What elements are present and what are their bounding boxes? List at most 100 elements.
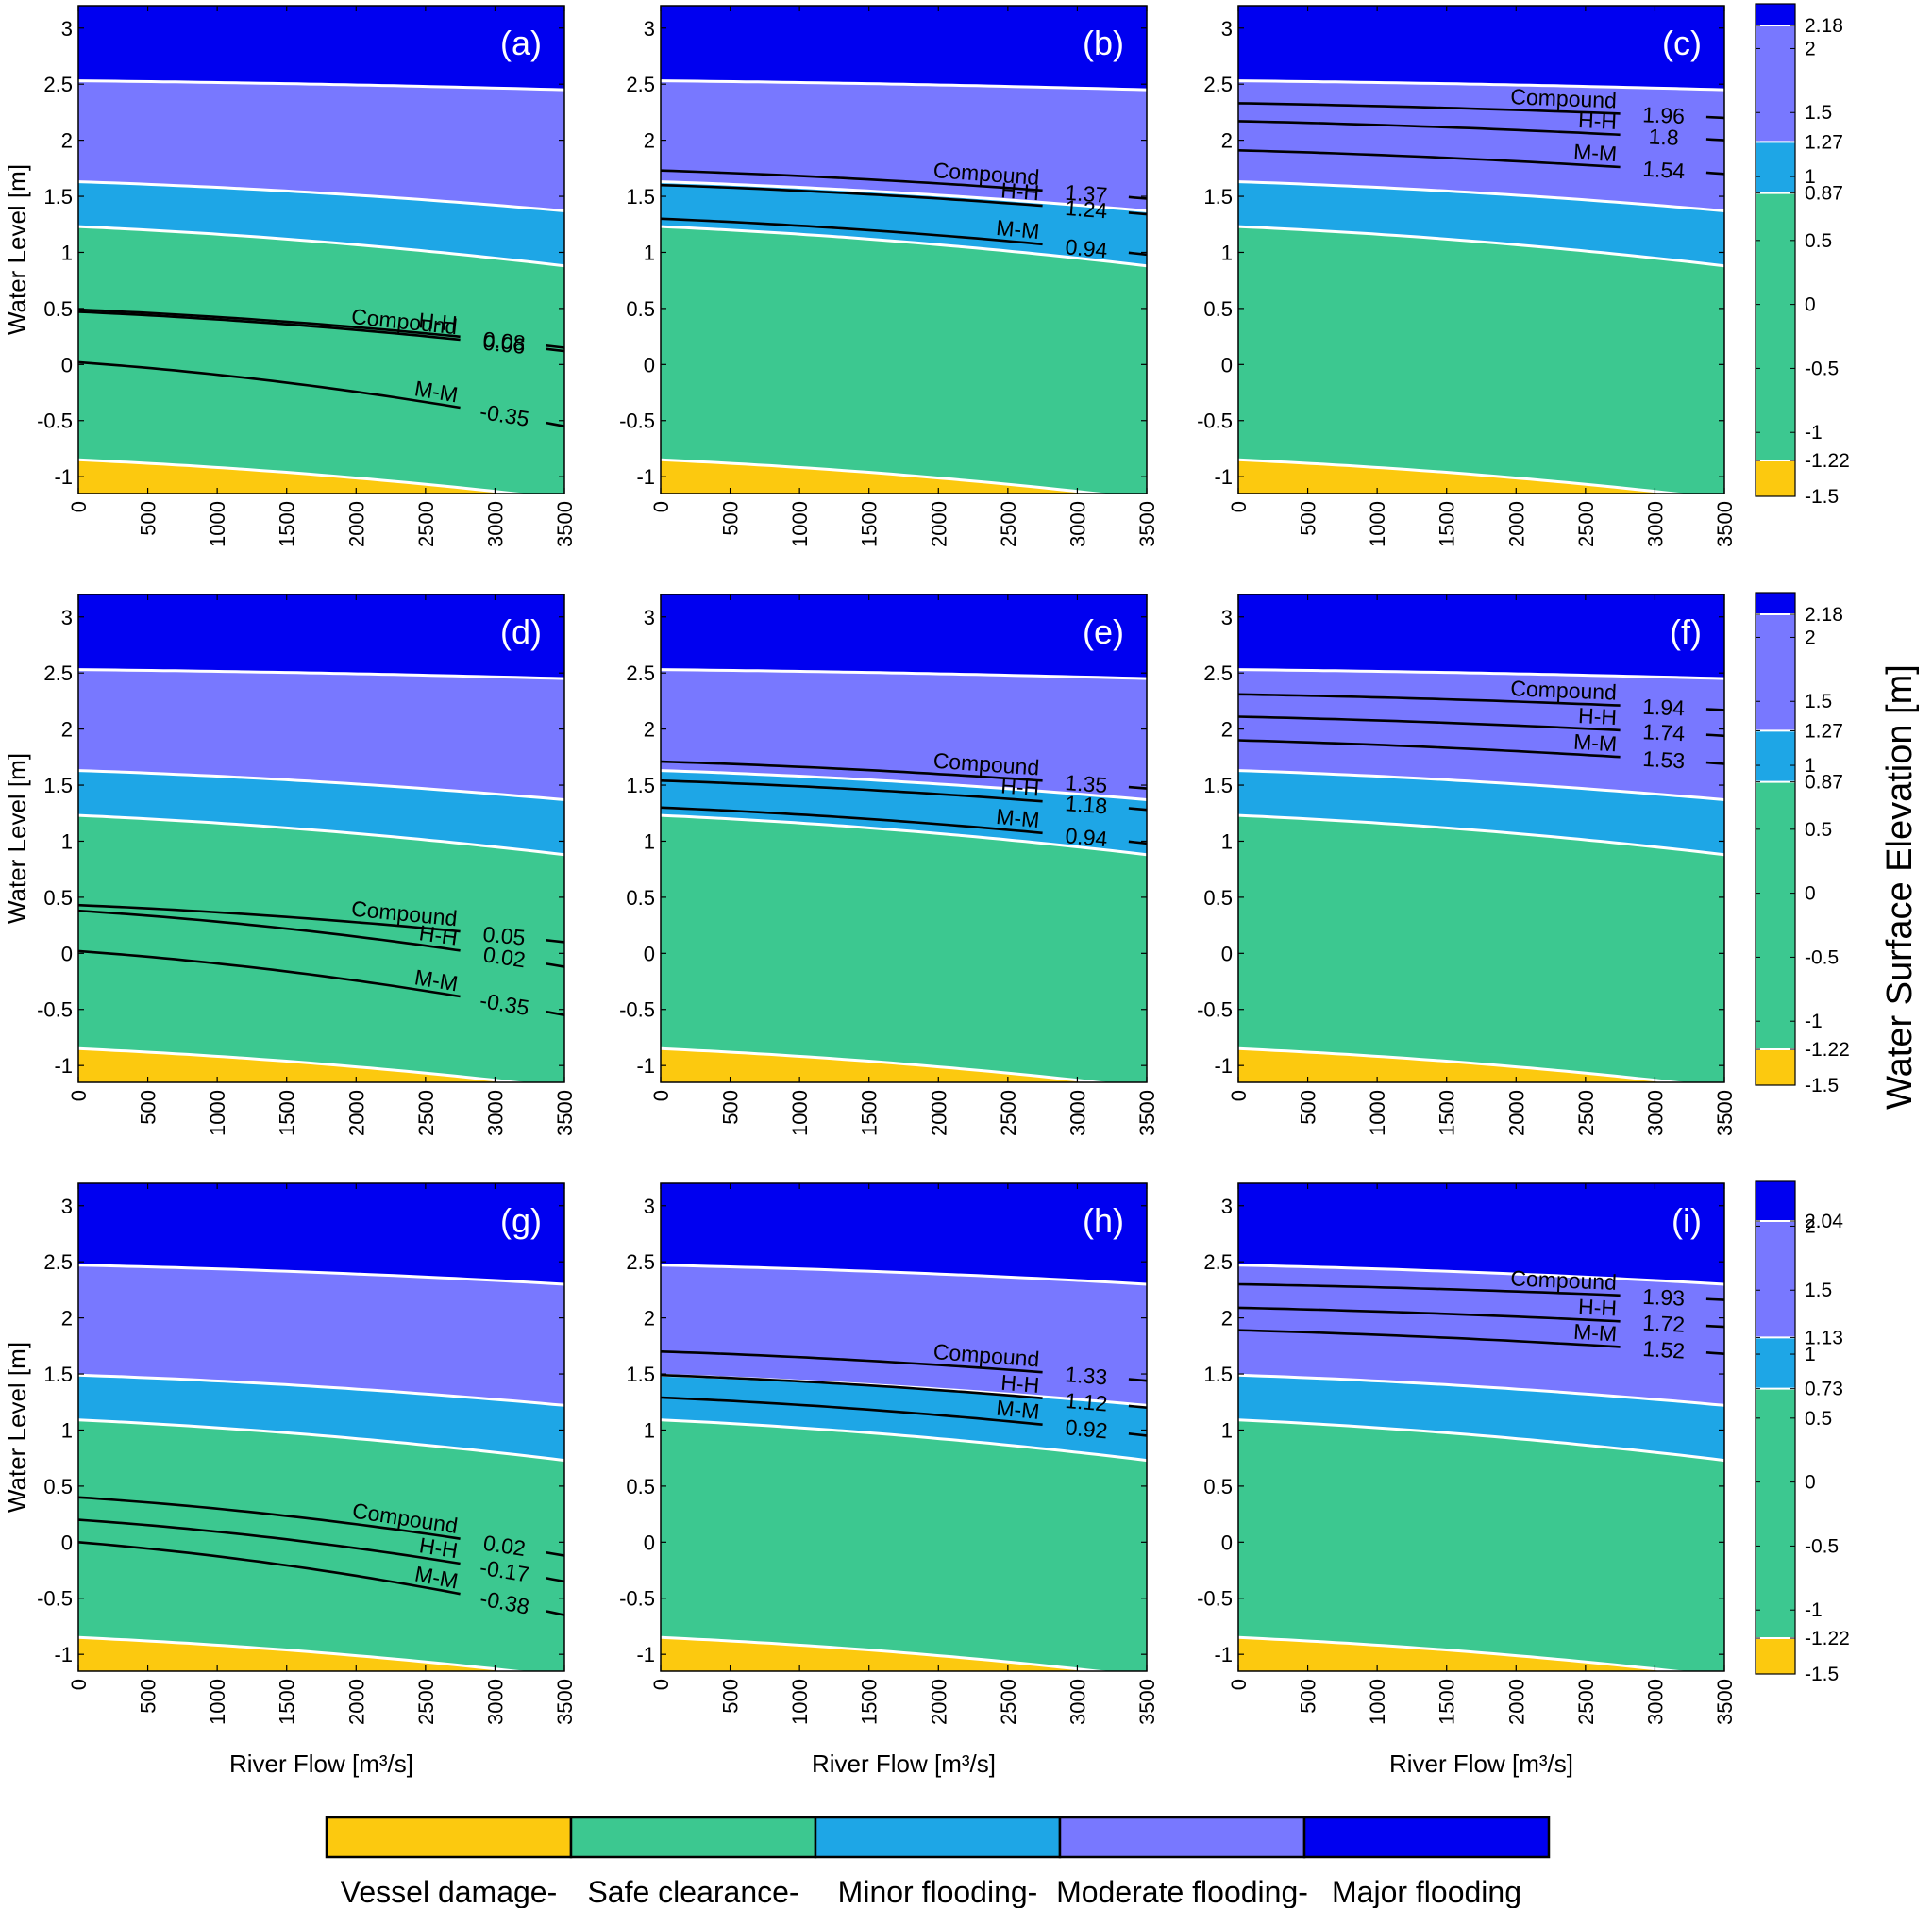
- contour-line-h-h: [1238, 1306, 1621, 1323]
- y-tick-label: 0: [1221, 353, 1233, 377]
- panel-label: (h): [1083, 1201, 1124, 1240]
- x-tick-label: 0: [1227, 1679, 1251, 1690]
- contour-value-label: 0.94: [1065, 823, 1109, 851]
- x-tick-label: 2000: [1504, 1679, 1528, 1725]
- contour-value-label: 1.93: [1642, 1284, 1686, 1311]
- colorbar-tick-label: 2: [1805, 627, 1816, 648]
- y-tick-label: 1.5: [626, 185, 655, 209]
- legend-swatch: [814, 1816, 1062, 1859]
- contour-line-m-m: [1238, 149, 1621, 169]
- contour-line-h-h-end: [546, 962, 564, 968]
- x-tick-label: 500: [1297, 1679, 1320, 1714]
- y-tick-label: 3: [61, 17, 73, 41]
- y-tick-label: -1: [636, 1643, 655, 1666]
- y-tick-label: -0.5: [1197, 1587, 1233, 1611]
- colorbar-tick-label: -1: [1805, 1599, 1823, 1621]
- y-tick-label: 0.5: [43, 886, 73, 910]
- contour-value-label: 0.92: [1065, 1414, 1109, 1443]
- y-tick-label: 2: [1221, 129, 1233, 153]
- y-tick-label: 0: [61, 942, 73, 965]
- safe-clearance-region: [1238, 226, 1724, 494]
- x-tick-label: 500: [137, 1679, 160, 1714]
- contour-name-label: H-H: [1000, 773, 1040, 800]
- contour-name-label: M-M: [1572, 139, 1617, 166]
- contour-line-h-h: [1238, 120, 1621, 137]
- y-tick-label: 0.5: [1203, 886, 1233, 910]
- y-axis-label: Water Level [m]: [3, 1342, 31, 1513]
- y-tick-label: -1: [54, 1054, 73, 1078]
- x-tick-label: 0: [649, 1090, 673, 1101]
- contour-line-h-h-end: [1128, 807, 1147, 812]
- colorbar-tick-label: 0: [1805, 294, 1816, 316]
- y-tick-label: 2.5: [626, 661, 655, 685]
- y-tick-label: 1.5: [1203, 185, 1233, 209]
- minor-flooding-region: [1238, 181, 1724, 266]
- contour-line-compound-end: [1705, 708, 1724, 711]
- y-tick-label: 0: [644, 942, 655, 965]
- legend-swatch: [1058, 1816, 1306, 1859]
- x-tick-label: 1500: [1436, 1090, 1459, 1136]
- threshold-boundary: [661, 79, 1147, 92]
- contour-line-m-m: [1238, 1329, 1621, 1348]
- contour-line-m-m: [661, 1396, 1043, 1426]
- moderate-flooding-region: [1238, 1264, 1724, 1406]
- contour-line-m-m-end: [546, 421, 564, 427]
- contour-value-label: 0.02: [481, 942, 527, 972]
- colorbar-tick-label: 2: [1805, 38, 1816, 59]
- y-tick-label: 2.5: [626, 73, 655, 96]
- x-tick-label: 2000: [344, 501, 368, 547]
- y-tick-label: 1: [644, 241, 655, 264]
- x-tick-label: 0: [1227, 1090, 1251, 1101]
- vessel-damage-band: [1756, 460, 1795, 496]
- major-flooding-band: [1756, 593, 1795, 615]
- threshold-boundary: [78, 813, 564, 857]
- y-tick-label: 2: [61, 718, 73, 742]
- contour-line-m-m: [1238, 739, 1621, 759]
- threshold-boundary: [1238, 1418, 1724, 1463]
- x-tick-label: 3500: [553, 1090, 577, 1136]
- contour-name-label: H-H: [417, 1532, 459, 1563]
- threshold-boundary: [661, 225, 1147, 268]
- y-tick-label: -0.5: [1197, 410, 1233, 433]
- contour-line-compound-end: [1128, 785, 1147, 790]
- contour-line-h-h-end: [1705, 1324, 1724, 1329]
- y-tick-label: 3: [1221, 606, 1233, 629]
- x-tick-label: 1000: [1366, 501, 1389, 547]
- contour-value-label: 1.33: [1065, 1362, 1109, 1389]
- y-tick-label: 1: [1221, 829, 1233, 853]
- contour-value-label: 1.54: [1642, 157, 1686, 184]
- y-tick-label: 3: [61, 606, 73, 629]
- plot-frame: [1237, 1182, 1725, 1672]
- minor-flooding-region: [661, 770, 1147, 855]
- vessel-damage-region: [1238, 1048, 1675, 1082]
- contour-value-label: 1.24: [1065, 195, 1109, 223]
- colorbar-tick-label: 1.27: [1805, 720, 1843, 742]
- x-tick-label: 0: [1227, 501, 1251, 512]
- threshold-boundary: [1238, 1046, 1688, 1082]
- panel-a: H-H0.08Compound0.06M-M-0.35-1-0.500.511.…: [3, 5, 577, 547]
- x-tick-label: 1500: [276, 1090, 299, 1136]
- contour-line-compound-end: [1705, 115, 1724, 120]
- colorbar-tick-label: -0.5: [1805, 1535, 1839, 1557]
- panel-c: Compound 1.96 H-H 1.8 M-M 1.54 -1 -0.5 0 0.5 1 1.5 2…: [1197, 5, 1737, 547]
- x-tick-label: 2000: [1504, 501, 1528, 547]
- contour-line-h-h: [78, 909, 461, 952]
- threshold-boundary: [1238, 79, 1724, 92]
- safe-clearance-band: [1756, 192, 1795, 461]
- contour-line-compound-end: [546, 1551, 564, 1557]
- threshold-boundary: [1238, 225, 1724, 268]
- colorbar-tick-label: -1.5: [1805, 1664, 1839, 1685]
- y-tick-label: -0.5: [37, 998, 73, 1022]
- x-tick-label: 1500: [858, 1679, 882, 1725]
- contour-name-label: Compound: [1510, 1265, 1617, 1294]
- x-tick-label: 2500: [1574, 501, 1598, 547]
- y-tick-label: -1: [54, 1643, 73, 1666]
- x-tick-label: 2000: [927, 1090, 950, 1136]
- threshold-boundary: [661, 180, 1147, 212]
- x-tick-label: 3000: [1643, 1090, 1667, 1136]
- x-tick-label: 1000: [788, 501, 812, 547]
- y-tick-label: 2.5: [1203, 1250, 1233, 1274]
- x-axis-label: River Flow [m³/s]: [1389, 1749, 1573, 1778]
- colorbar-frame: [1755, 1180, 1796, 1675]
- y-tick-label: -1: [1214, 465, 1233, 489]
